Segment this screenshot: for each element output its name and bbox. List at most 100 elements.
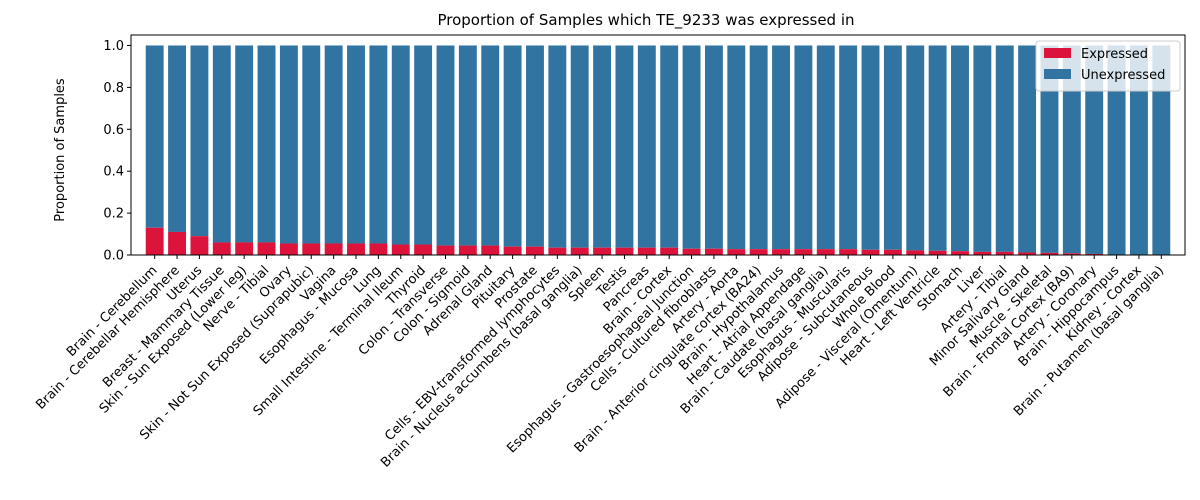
bar-expressed [548,247,567,255]
bar-expressed [324,243,343,255]
bar-expressed [458,245,477,255]
bar-unexpressed [324,45,343,244]
bar-unexpressed [727,45,746,250]
bar-expressed [704,248,723,255]
bar-expressed [369,243,388,255]
bar-unexpressed [615,45,634,248]
bar-expressed [593,247,612,255]
bar-unexpressed [279,45,298,244]
bar-unexpressed [548,45,567,248]
bar-unexpressed [951,45,969,252]
bar-unexpressed [257,45,276,243]
bar-expressed [951,251,969,255]
bar-expressed [794,249,813,255]
bar-unexpressed [995,45,1014,252]
bar-expressed [772,249,790,255]
legend-swatch-unexpressed [1044,69,1071,79]
bar-unexpressed [347,45,365,244]
bar-unexpressed [145,45,164,228]
bar-expressed [839,249,858,255]
bar-expressed [212,242,231,255]
bar-unexpressed [1018,45,1037,253]
bar-unexpressed [794,45,813,250]
bar-unexpressed [503,45,522,247]
bar-unexpressed [1085,45,1104,254]
bar-unexpressed [481,45,500,246]
bar-unexpressed [391,45,410,245]
bar-unexpressed [369,45,388,244]
bar-expressed [1018,252,1037,255]
bar-expressed [391,244,410,255]
bar-expressed [682,248,701,255]
bar-unexpressed [772,45,790,250]
legend-box [1035,40,1181,92]
bar-unexpressed [749,45,768,250]
bar-expressed [1085,253,1104,255]
y-tick-label: 1.0 [103,39,124,54]
bar-unexpressed [973,45,992,252]
bar-expressed [727,249,746,255]
bar-unexpressed [682,45,701,249]
bars-layer [145,45,1171,255]
bar-unexpressed [1129,45,1148,255]
bar-unexpressed [526,45,544,247]
bar-unexpressed [660,45,679,248]
bar-expressed [883,249,902,255]
bar-expressed [816,249,835,255]
bar-unexpressed [302,45,321,244]
bar-expressed [749,249,768,255]
bar-expressed [1062,253,1081,255]
bar-expressed [279,243,298,255]
bar-expressed [660,247,679,255]
bar-expressed [190,236,209,255]
bar-expressed [995,251,1014,255]
bar-expressed [257,242,276,255]
legend-swatch-expressed [1044,48,1071,58]
bar-unexpressed [1062,45,1081,254]
bar-expressed [436,245,455,255]
bar-unexpressed [1152,45,1171,255]
bar-unexpressed [168,45,187,232]
bar-unexpressed [212,45,231,243]
bar-expressed [235,242,254,255]
bar-expressed [347,243,365,255]
bar-expressed [570,247,589,255]
bar-unexpressed [458,45,477,246]
bar-unexpressed [190,45,209,237]
y-tick-label: 0.0 [103,249,124,264]
bar-unexpressed [235,45,254,243]
bar-unexpressed [704,45,723,249]
bar-unexpressed [906,45,925,251]
bar-unexpressed [414,45,433,245]
legend-label-expressed: Expressed [1081,47,1148,62]
bar-unexpressed [861,45,880,250]
bar-expressed [414,244,433,255]
bar-expressed [637,247,656,255]
bar-unexpressed [593,45,612,248]
bar-unexpressed [928,45,947,251]
bar-unexpressed [816,45,835,250]
bar-expressed [906,250,925,255]
y-tick-label: 0.8 [103,81,124,96]
y-tick-label: 0.2 [103,207,124,222]
y-axis-title: Proportion of Samples [53,78,68,222]
bar-expressed [526,246,544,255]
bar-unexpressed [637,45,656,248]
y-tick-labels: 0.0 0.2 0.4 0.6 0.8 1.0 [103,39,124,264]
bar-expressed [928,250,947,255]
legend-label-unexpressed: Unexpressed [1081,68,1165,83]
bar-expressed [1040,252,1059,255]
bar-expressed [973,251,992,255]
bar-expressed [302,243,321,255]
bar-expressed [145,227,164,255]
bar-unexpressed [839,45,858,250]
bar-unexpressed [1040,45,1059,253]
y-tick-label: 0.6 [103,123,124,138]
legend[interactable]: Expressed Unexpressed [1035,40,1181,92]
bar-expressed [503,246,522,255]
bar-expressed [861,249,880,255]
bar-unexpressed [436,45,455,246]
bar-unexpressed [1107,45,1126,255]
